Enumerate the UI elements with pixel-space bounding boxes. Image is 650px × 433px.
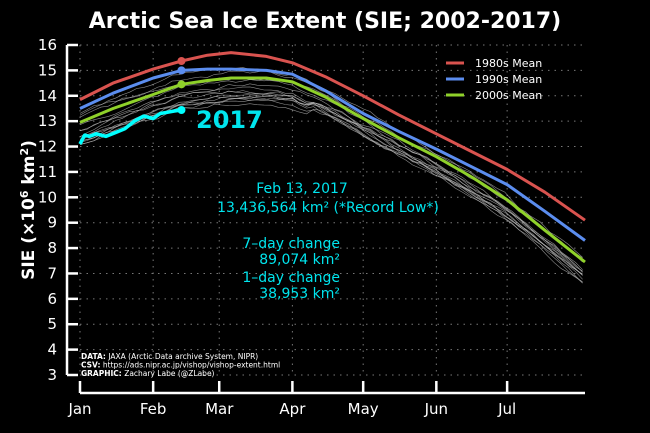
x-tick-label: Feb [140, 400, 167, 418]
y-tick-label: 14 [38, 87, 57, 105]
credit-line: DATA: JAXA (Arctic Data archive System, … [81, 352, 258, 361]
x-tick-label: Apr [279, 400, 306, 418]
legend-label: 1980s Mean [475, 57, 542, 70]
individual-year-lines [79, 67, 583, 284]
year-line [79, 77, 583, 259]
y-tick-label: 9 [47, 214, 57, 232]
year-line [79, 67, 583, 263]
year-line [79, 95, 583, 284]
annotation-7day-label: 7–day change [242, 236, 340, 252]
year-line [79, 86, 583, 273]
year-line [79, 90, 583, 273]
x-tick-label: Jan [67, 400, 91, 418]
annotation-extent: 13,436,564 km² (*Record Low*) [217, 200, 439, 216]
year-line [79, 103, 583, 276]
y-tick-label: 10 [38, 188, 57, 206]
y-tick-label: 11 [38, 163, 57, 181]
series-lines [78, 51, 586, 264]
axes [65, 43, 585, 395]
series-line-2000s-mean [79, 76, 586, 264]
annotation-1day-value: 38,953 km² [259, 286, 340, 302]
credits: DATA: JAXA (Arctic Data archive System, … [81, 352, 280, 378]
series-line-1990s-mean [79, 67, 586, 242]
annotation-date: Feb 13, 2017 [256, 181, 348, 197]
legend-label: 1990s Mean [475, 73, 542, 86]
annotation-block: Feb 13, 2017 13,436,564 km² (*Record Low… [217, 181, 439, 302]
year-line [79, 78, 583, 276]
x-tick-label: Jun [424, 400, 448, 418]
y-tick-label: 4 [47, 341, 57, 359]
chart-title: Arctic Sea Ice Extent (SIE; 2002-2017) [89, 9, 561, 34]
highlight-point [177, 56, 186, 65]
x-tick-label: May [348, 400, 379, 418]
year-line [79, 97, 583, 280]
highlight-point [177, 80, 186, 89]
y-tick-label: 12 [38, 138, 57, 156]
series-line-2017 [78, 108, 182, 145]
highlight-points [177, 56, 186, 114]
legend-label: 2000s Mean [475, 89, 542, 102]
credit-line: CSV: https://ads.nipr.ac.jp/vishop/visho… [81, 361, 280, 370]
y-axis-label: SIE (×106 km2) [18, 140, 39, 280]
y-tick-label: 7 [47, 264, 57, 282]
year-line [79, 95, 583, 275]
y-tick-label: 15 [38, 61, 57, 79]
year-label-2017: 2017 [196, 106, 263, 134]
y-tick-label: 6 [47, 290, 57, 308]
y-tick-label: 13 [38, 112, 57, 130]
credit-line: GRAPHIC: Zachary Labe (@ZLabe) [81, 369, 215, 378]
legend: 1980s Mean 1990s Mean 2000s Mean [446, 57, 542, 102]
x-tick-label: Jul [497, 400, 516, 418]
series-line-1980s-mean [79, 51, 586, 222]
x-tick-labels: Jan Feb Mar Apr May Jun Jul [67, 400, 516, 418]
y-tick-label: 8 [47, 239, 57, 257]
highlight-point [177, 66, 186, 75]
y-tick-label: 16 [38, 36, 57, 54]
highlight-point [177, 105, 186, 114]
y-tick-label: 5 [47, 315, 57, 333]
x-tick-label: Mar [205, 400, 234, 418]
annotation-1day-label: 1–day change [242, 270, 340, 286]
y-tick-labels: 3 4 5 6 7 8 9 10 11 12 13 14 15 16 [38, 36, 57, 384]
annotation-7day-value: 89,074 km² [259, 252, 340, 268]
y-tick-label: 3 [47, 366, 57, 384]
